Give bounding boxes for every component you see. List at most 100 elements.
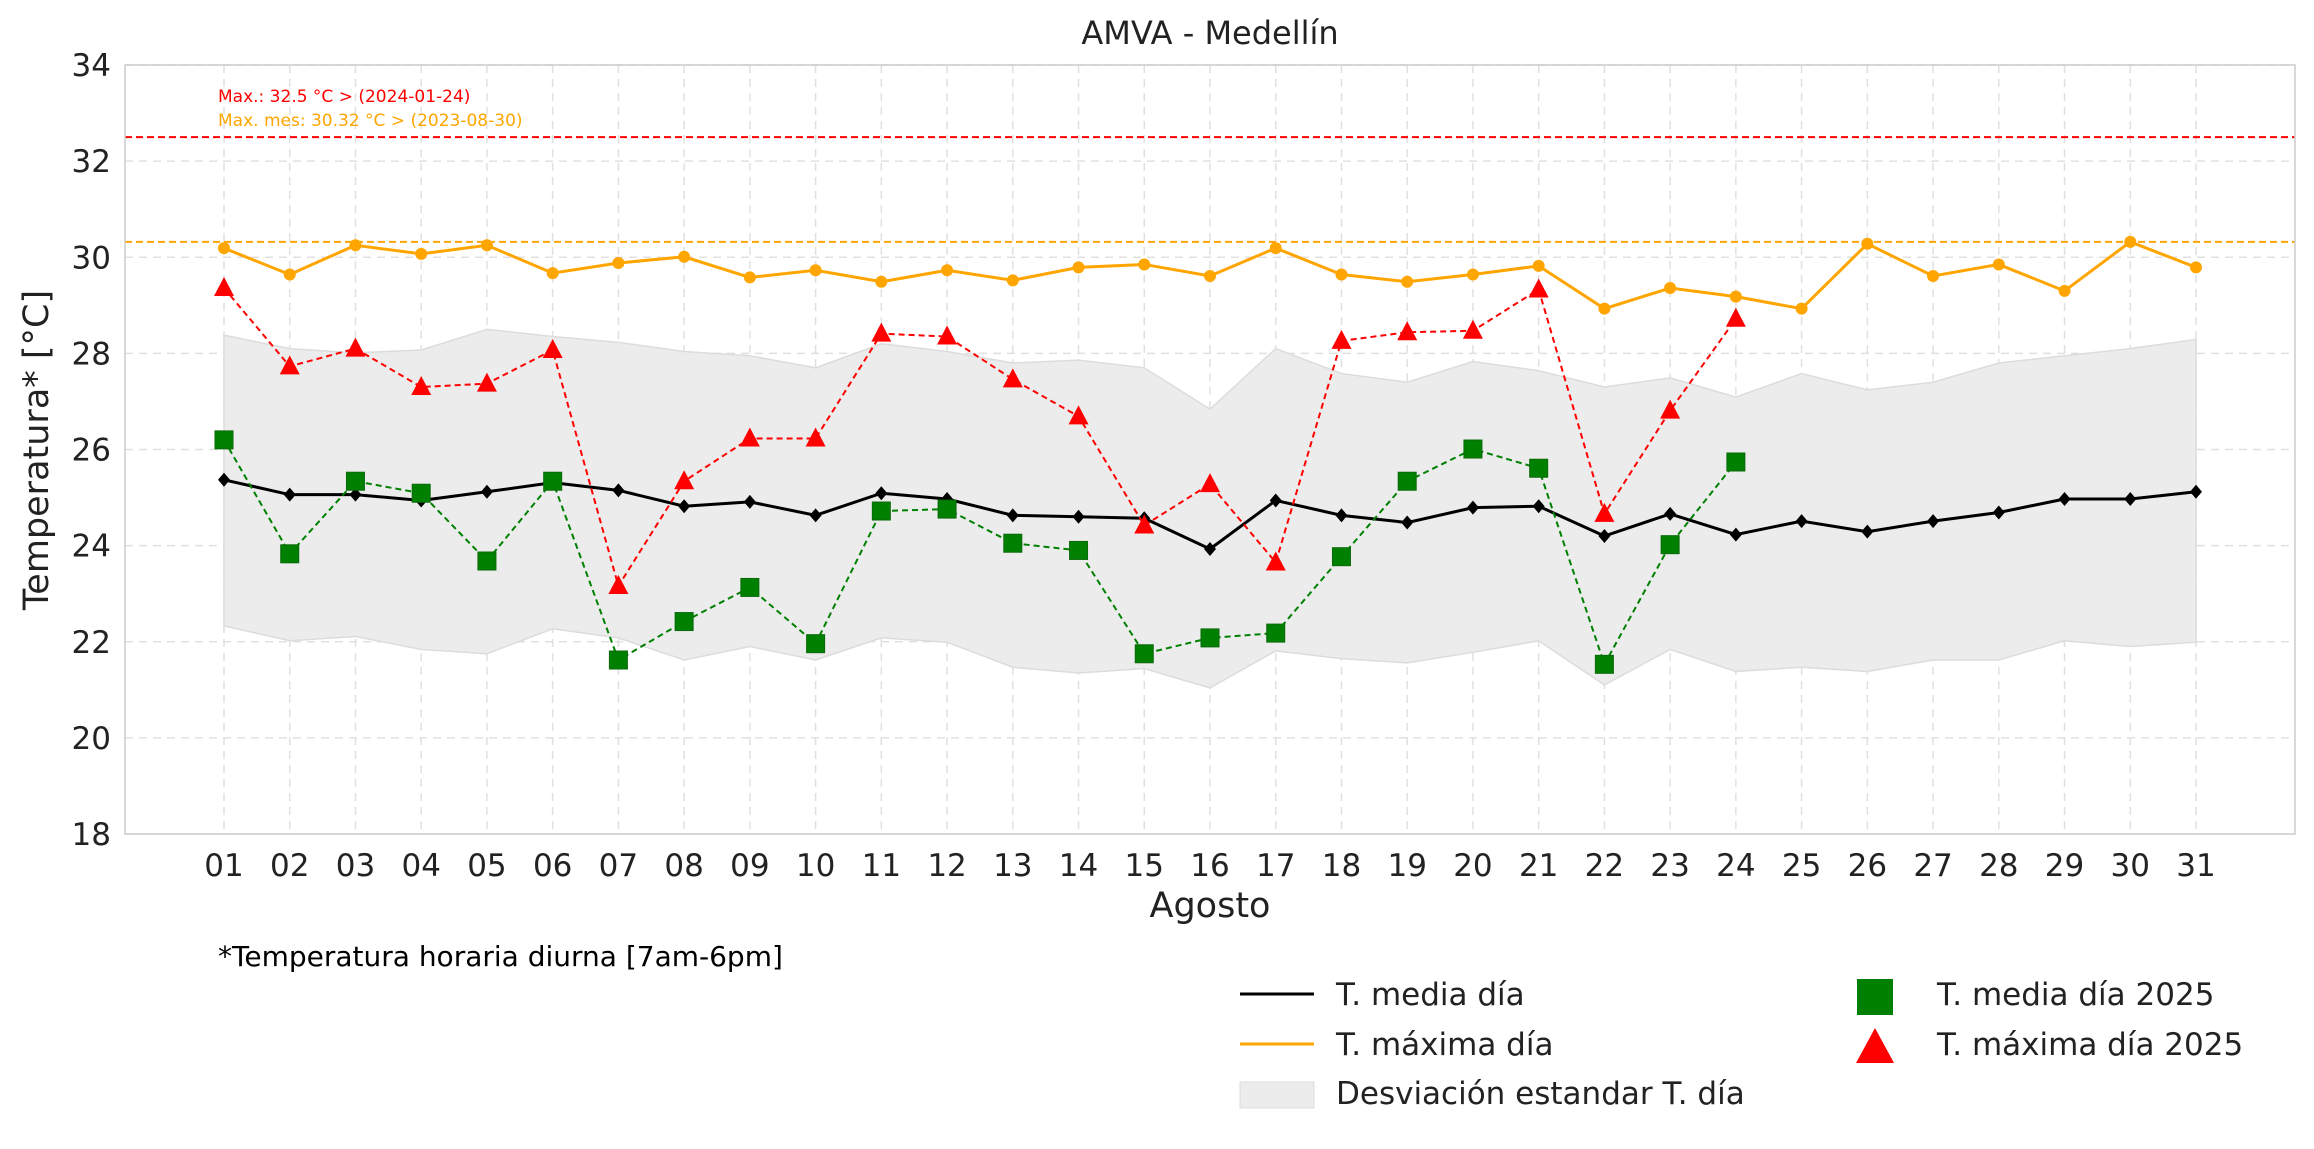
ref-label-max-month: Max. mes: 30.32 °C > (2023-08-30) bbox=[218, 111, 523, 131]
x-tick-label: 13 bbox=[993, 848, 1032, 884]
data-point bbox=[608, 650, 628, 670]
data-point bbox=[279, 355, 300, 375]
data-point bbox=[674, 470, 695, 490]
data-point bbox=[1462, 319, 1483, 339]
x-tick-label: 24 bbox=[1716, 848, 1755, 884]
data-point bbox=[1598, 529, 1611, 544]
y-ticks: 18 20 22 24 26 28 30 32 34 bbox=[72, 48, 111, 853]
data-point bbox=[875, 275, 888, 288]
x-tick-label: 22 bbox=[1585, 848, 1624, 884]
data-point bbox=[1138, 258, 1151, 271]
data-point bbox=[1466, 500, 1479, 515]
x-tick-label: 28 bbox=[1979, 848, 2018, 884]
y-tick-label: 34 bbox=[72, 48, 111, 84]
data-point bbox=[1331, 547, 1351, 567]
x-tick-label: 02 bbox=[270, 848, 309, 884]
x-tick-label: 29 bbox=[2045, 848, 2084, 884]
data-point bbox=[2124, 492, 2137, 507]
data-point bbox=[1269, 493, 1282, 508]
x-tick-label: 26 bbox=[1848, 848, 1887, 884]
data-point bbox=[1992, 505, 2005, 520]
data-point bbox=[1200, 473, 1220, 493]
series-t-m-xima-d-a bbox=[218, 235, 2202, 315]
data-point bbox=[1729, 527, 1742, 542]
x-tick-label: 27 bbox=[1913, 848, 1952, 884]
x-tick-label: 04 bbox=[401, 848, 440, 884]
y-tick-label: 22 bbox=[72, 625, 111, 661]
x-tick-label: 15 bbox=[1125, 848, 1164, 884]
legend-label-maxima: T. máxima día bbox=[1335, 1027, 1553, 1063]
data-point bbox=[349, 239, 362, 252]
data-point bbox=[1335, 268, 1348, 281]
data-point bbox=[941, 264, 954, 277]
y-axis-label: Temperatura* [°C] bbox=[17, 290, 57, 611]
x-tick-label: 25 bbox=[1782, 848, 1821, 884]
data-point bbox=[476, 372, 497, 392]
data-point bbox=[1927, 269, 1940, 282]
data-point bbox=[1331, 329, 1352, 349]
y-tick-label: 28 bbox=[72, 336, 111, 372]
x-tick-label: 16 bbox=[1190, 848, 1229, 884]
data-point bbox=[542, 339, 563, 359]
data-point bbox=[218, 472, 230, 487]
data-point bbox=[743, 271, 756, 284]
data-point bbox=[937, 499, 957, 519]
data-point bbox=[411, 483, 431, 503]
std-band-area bbox=[223, 328, 2197, 689]
data-point bbox=[2190, 261, 2202, 274]
data-point bbox=[937, 325, 958, 345]
data-point bbox=[415, 247, 428, 260]
reference-lines bbox=[125, 136, 2295, 243]
data-point bbox=[1401, 515, 1414, 530]
y-tick-label: 18 bbox=[72, 817, 111, 853]
data-point bbox=[1532, 259, 1545, 272]
legend-patch-std bbox=[1239, 1081, 1315, 1109]
x-axis-label: Agosto bbox=[1150, 886, 1271, 926]
data-point bbox=[1594, 654, 1614, 674]
data-point bbox=[1266, 623, 1286, 643]
data-point bbox=[805, 427, 826, 447]
data-point bbox=[1069, 540, 1089, 560]
data-point bbox=[411, 376, 432, 396]
data-point bbox=[345, 471, 365, 491]
data-point bbox=[1269, 242, 1282, 255]
data-point bbox=[345, 337, 366, 357]
footnote: *Temperatura horaria diurna [7am-6pm] bbox=[218, 940, 783, 973]
series-t-media-d-a-2025 bbox=[214, 430, 1746, 674]
data-point bbox=[1265, 551, 1286, 571]
data-point bbox=[480, 484, 493, 499]
legend-label-media-2025: T. media día 2025 bbox=[1936, 977, 2214, 1013]
data-point bbox=[1927, 514, 1940, 529]
data-point bbox=[214, 277, 234, 297]
data-point bbox=[2124, 235, 2137, 248]
y-tick-label: 26 bbox=[72, 433, 111, 469]
x-tick-label: 23 bbox=[1650, 848, 1689, 884]
x-tick-label: 21 bbox=[1519, 848, 1558, 884]
x-tick-label: 05 bbox=[467, 848, 506, 884]
std-band bbox=[223, 328, 2197, 689]
x-tick-label: 12 bbox=[927, 848, 966, 884]
data-point bbox=[1397, 471, 1417, 491]
data-point bbox=[1068, 405, 1089, 425]
data-point bbox=[214, 430, 234, 450]
data-point bbox=[1861, 237, 1874, 250]
data-point bbox=[1204, 541, 1216, 556]
data-point bbox=[1725, 307, 1746, 327]
data-point bbox=[283, 487, 296, 502]
data-point bbox=[1861, 524, 1874, 539]
x-tick-label: 03 bbox=[336, 848, 375, 884]
y-tick-label: 32 bbox=[72, 144, 111, 180]
data-point bbox=[1664, 506, 1677, 521]
data-point bbox=[1660, 535, 1680, 555]
legend-marker-media-2025 bbox=[1857, 979, 1893, 1015]
data-point bbox=[1992, 258, 2005, 271]
data-point bbox=[809, 264, 822, 277]
x-tick-label: 01 bbox=[204, 848, 243, 884]
plot-frame bbox=[124, 64, 2296, 835]
data-point bbox=[1335, 508, 1348, 523]
legend-label-media: T. media día bbox=[1335, 977, 1525, 1013]
y-tick-label: 20 bbox=[72, 721, 111, 757]
series-group bbox=[214, 235, 2202, 674]
data-point bbox=[1200, 628, 1220, 648]
data-point bbox=[1529, 458, 1549, 478]
